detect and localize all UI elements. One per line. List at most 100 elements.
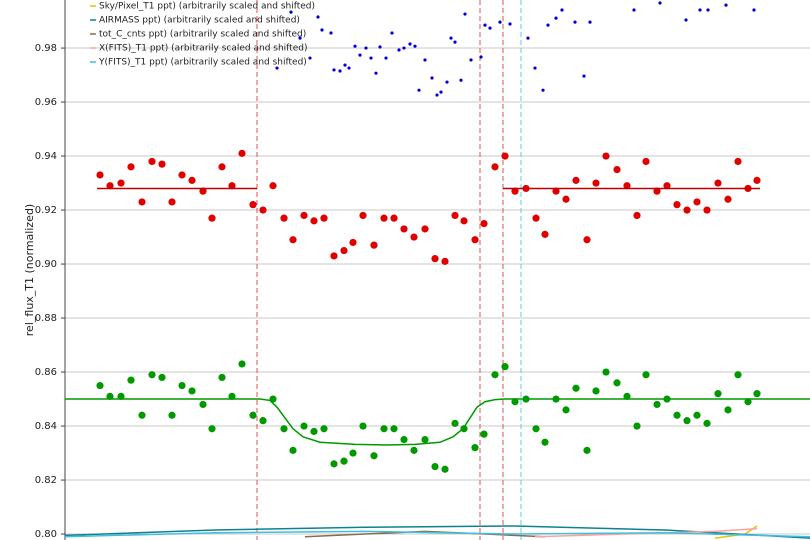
data-point (380, 214, 388, 222)
data-point (358, 53, 362, 57)
data-point (117, 179, 125, 187)
data-point (370, 452, 378, 460)
data-point (340, 246, 348, 255)
data-point (228, 392, 236, 400)
data-point (441, 465, 449, 473)
data-point (460, 425, 468, 433)
data-point (289, 236, 297, 244)
data-point (338, 69, 342, 73)
data-point (562, 406, 570, 414)
data-point (483, 23, 487, 27)
series-line (65, 398, 810, 446)
data-point (199, 187, 207, 195)
y-tick-label: 0.98 (35, 43, 57, 54)
data-point (280, 425, 288, 433)
data-point (724, 195, 732, 203)
data-point (653, 187, 661, 195)
data-point (453, 40, 457, 44)
data-point (430, 76, 434, 80)
data-point (734, 157, 742, 166)
data-point (259, 206, 267, 214)
data-point (683, 206, 691, 214)
data-point (238, 360, 246, 368)
data-point (138, 198, 146, 206)
data-point (417, 88, 421, 92)
data-point (471, 236, 479, 244)
data-point (480, 430, 488, 438)
data-point (592, 179, 600, 187)
data-point (532, 425, 540, 433)
data-point (592, 387, 600, 395)
data-point (583, 236, 591, 244)
legend-label: tot_C_cnts ppt) (arbitrarily scaled and … (99, 30, 306, 40)
data-point (168, 411, 176, 419)
data-point (188, 176, 196, 184)
series-line (64, 525, 810, 539)
data-point (588, 20, 592, 24)
data-point (693, 411, 701, 419)
data-point (653, 400, 661, 409)
data-point (572, 176, 580, 184)
data-point (300, 211, 308, 220)
data-point (471, 444, 479, 452)
data-point (602, 368, 610, 376)
data-point (724, 3, 728, 7)
data-point (158, 160, 166, 168)
y-tick-label: 0.88 (35, 313, 57, 324)
data-point (526, 36, 530, 40)
series-line (64, 530, 810, 538)
data-point (469, 58, 473, 62)
data-point (349, 449, 357, 457)
data-point (724, 406, 732, 414)
data-point (734, 371, 742, 379)
data-point (533, 66, 537, 70)
data-point (673, 411, 681, 419)
series-line (304, 530, 546, 538)
data-point (684, 18, 688, 22)
data-point (546, 23, 550, 27)
data-point (491, 163, 499, 171)
data-point (397, 48, 401, 52)
data-point (583, 446, 591, 454)
data-point (228, 182, 236, 190)
data-point (218, 163, 226, 171)
data-point (384, 56, 388, 60)
data-point (96, 381, 104, 390)
data-point (316, 15, 320, 19)
data-point (117, 392, 125, 400)
data-point (421, 225, 429, 233)
data-point (451, 211, 459, 220)
data-point (501, 363, 509, 371)
data-point (431, 462, 439, 471)
data-point (408, 42, 412, 46)
data-point (349, 238, 357, 247)
data-point (459, 78, 463, 82)
legend-label: AIRMASS ppt) (arbitrarily scaled and shi… (99, 16, 300, 26)
data-point (562, 195, 570, 203)
data-point (378, 45, 382, 49)
data-point (460, 217, 468, 225)
data-point (752, 8, 756, 12)
data-point (445, 80, 449, 84)
data-point (511, 398, 519, 406)
data-point (560, 8, 564, 12)
data-point (703, 419, 711, 427)
data-point (554, 16, 558, 20)
data-point (706, 8, 710, 12)
data-point (501, 152, 509, 160)
data-point (410, 233, 418, 241)
data-point (572, 384, 580, 392)
data-point (127, 163, 135, 171)
data-point (423, 58, 427, 62)
y-tick-label: 0.94 (35, 151, 57, 162)
data-point (158, 373, 166, 382)
data-point (753, 390, 761, 398)
data-point (178, 171, 186, 179)
data-point (642, 371, 650, 379)
data-point (269, 182, 277, 190)
legend-label: Y(FITS)_T1 ppt) (arbitrarily scaled and … (98, 58, 307, 68)
data-point (238, 149, 246, 157)
data-point (340, 457, 348, 465)
data-point (693, 198, 701, 206)
